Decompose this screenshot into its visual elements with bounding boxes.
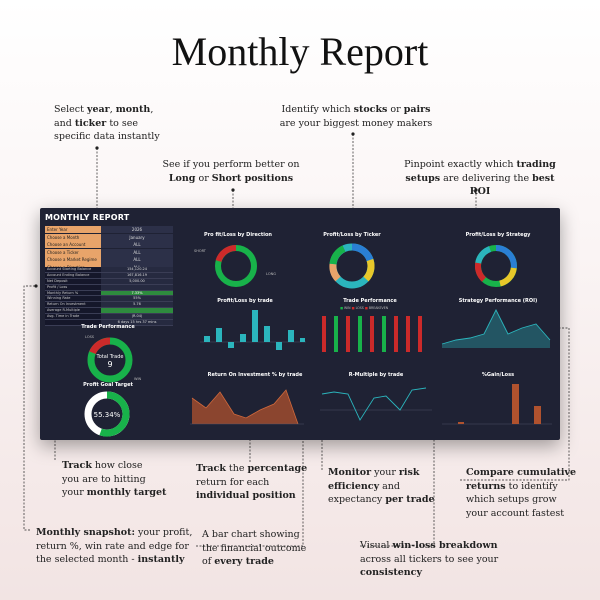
trade-performance-title: Trade Performance	[81, 324, 135, 330]
tp-bar-2	[334, 316, 338, 352]
loss-label: LOSS	[85, 335, 95, 339]
stat-row: Profit / Loss	[45, 284, 173, 291]
pl-bar-7	[276, 342, 282, 350]
tp-bar-3	[346, 316, 350, 352]
annotation-long-short: See if you perform better on Long or Sho…	[162, 159, 300, 184]
roi-by-trade-area-chart	[190, 389, 304, 425]
stat-row: Net Deposit 5,000.00	[45, 278, 173, 285]
filter-ticker[interactable]: Choose a Ticker ALL	[45, 248, 173, 256]
stat-row: Return On Investment 5.76	[45, 302, 173, 309]
pl-bar-9	[300, 338, 305, 342]
trade-performance-donut: Total Trade 9 LOSS WIN	[85, 335, 141, 383]
annotation-risk: Monitor your risk efficiency and expecta…	[328, 467, 435, 505]
annotation-snapshot: Monthly snapshot: your profit, return %,…	[36, 527, 193, 565]
pl-bar-6	[264, 326, 270, 342]
filter-year[interactable]: Enter Year 2026	[45, 226, 173, 234]
short-label: SHORT	[194, 249, 207, 253]
stat-row: 6 days 15 hrs 37 mins	[45, 320, 173, 326]
pl-bar-1	[204, 336, 210, 342]
long-label: LONG	[266, 272, 276, 276]
pl-bar-4	[240, 334, 246, 342]
annotation-setups: Pinpoint exactly which trading setups ar…	[404, 159, 556, 197]
filter-account[interactable]: Choose an Account ALL	[45, 241, 173, 249]
annotation-cumulative: Compare cumulative returns to identify w…	[466, 467, 577, 519]
tp-bar-1	[322, 316, 326, 352]
direction-donut: SHORT LONG	[194, 244, 276, 287]
pl-bar-2	[216, 328, 222, 342]
stat-row: Account Starting Balance 154,120.24	[45, 267, 173, 273]
tp-bar-5	[370, 316, 374, 352]
strategy-roi-chart	[441, 308, 551, 348]
total-trade-value: 9	[107, 360, 112, 369]
annotation-stocks: Identify which stocks or pairs are your …	[279, 104, 433, 129]
ticker-panel-title: Profit/Loss by Ticker	[323, 232, 381, 238]
tp-bar-7	[394, 316, 398, 352]
profit-goal-title: Profit Goal Target	[83, 382, 133, 388]
page-title: Monthly Report	[171, 29, 429, 74]
r-multiple-line-chart	[320, 387, 432, 421]
stat-row: Avg. Time in Trade (R.04)	[45, 314, 173, 321]
r-multiple-panel-title: R-Multiple by trade	[348, 372, 404, 378]
stat-row: Account Ending Balance 167,816.19	[45, 272, 173, 279]
strategy-perf-panel-title: Strategy Performance (ROI)	[458, 298, 538, 304]
gain-loss-panel-title: %Gain/Loss	[481, 372, 515, 378]
stat-row: Monthly Return % 7.33%	[45, 290, 173, 297]
strategy-panel-title: Profit/Loss by Strategy	[465, 232, 531, 238]
tp-bar-4	[358, 316, 362, 352]
annotation-target: Track how close you are to hitting your …	[62, 460, 167, 498]
filter-market-regime[interactable]: Choose a Market Regime ALL	[45, 256, 173, 264]
tp-bar-6	[382, 316, 386, 352]
direction-panel-title: Pro fit/Loss by Direction	[204, 232, 272, 238]
pl-bar-5	[252, 310, 258, 342]
roi-trade-panel-title: Return On Investment % by trade	[207, 372, 303, 378]
win-label: WIN	[134, 377, 141, 381]
ticker-donut	[329, 243, 375, 289]
tp-bar-9	[418, 316, 422, 352]
trade-perf-legend: ■ WIN ■ LOSS ■ BREAKEVEN	[340, 306, 389, 310]
profit-loss-by-trade-chart	[200, 310, 306, 350]
stats-table: Account Starting Balance 154,120.24 Accou…	[45, 267, 173, 326]
annotation-percentage: Track the percentage return for each ind…	[196, 463, 308, 501]
dashboard-title: MONTHLY REPORT	[45, 213, 130, 222]
gl-bar-1	[458, 422, 464, 424]
dashboard-screenshot: MONTHLY REPORT Enter Year 2026 Choose a M…	[40, 208, 560, 440]
pl-bar-8	[288, 330, 294, 342]
filter-month[interactable]: Choose a Month January	[45, 233, 173, 241]
profit-goal-donut: 55.34%	[84, 391, 130, 437]
stat-row: Winning Rate 55%	[45, 296, 173, 303]
stat-row: Average R-Multiple	[45, 308, 173, 315]
annotation-winloss: Visual win-loss breakdown across all tic…	[360, 540, 499, 578]
annotation-select-filters: Select year, month, and ticker to see sp…	[54, 104, 160, 142]
trade-performance-stacked-chart	[322, 316, 422, 352]
trade-perf-panel-title: Trade Performance	[343, 298, 397, 304]
by-trade-panel-title: Profit/Loss by trade	[217, 298, 273, 304]
gain-loss-bar-chart	[442, 384, 552, 425]
tp-bar-8	[406, 316, 410, 352]
annotation-barchart: A bar chart showing the financial outcom…	[202, 529, 307, 567]
gl-bar-2	[512, 384, 519, 424]
strategy-donut	[474, 245, 517, 287]
pl-bar-3	[228, 342, 234, 348]
filter-panel: Enter Year 2026 Choose a Month January Cho…	[45, 226, 173, 272]
gl-bar-3	[534, 406, 541, 424]
profit-goal-value: 55.34%	[94, 411, 121, 419]
total-trade-label: Total Trade	[96, 354, 124, 360]
